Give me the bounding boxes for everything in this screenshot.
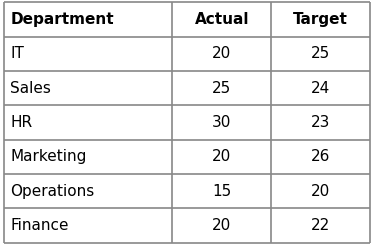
Text: IT: IT — [10, 46, 24, 61]
Text: 25: 25 — [311, 46, 330, 61]
Text: 30: 30 — [212, 115, 232, 130]
Text: 20: 20 — [212, 46, 232, 61]
Text: Finance: Finance — [10, 218, 69, 233]
Text: 26: 26 — [311, 149, 331, 164]
Text: 24: 24 — [311, 81, 330, 96]
Text: 20: 20 — [212, 218, 232, 233]
Text: Marketing: Marketing — [10, 149, 87, 164]
Text: Actual: Actual — [194, 12, 249, 27]
Text: 15: 15 — [212, 184, 232, 199]
Text: Department: Department — [10, 12, 114, 27]
Text: HR: HR — [10, 115, 33, 130]
Text: Target: Target — [293, 12, 348, 27]
Text: 22: 22 — [311, 218, 330, 233]
Text: 20: 20 — [212, 149, 232, 164]
Text: 23: 23 — [311, 115, 331, 130]
Text: Operations: Operations — [10, 184, 95, 199]
Text: Sales: Sales — [10, 81, 51, 96]
Text: 20: 20 — [311, 184, 330, 199]
Text: 25: 25 — [212, 81, 232, 96]
